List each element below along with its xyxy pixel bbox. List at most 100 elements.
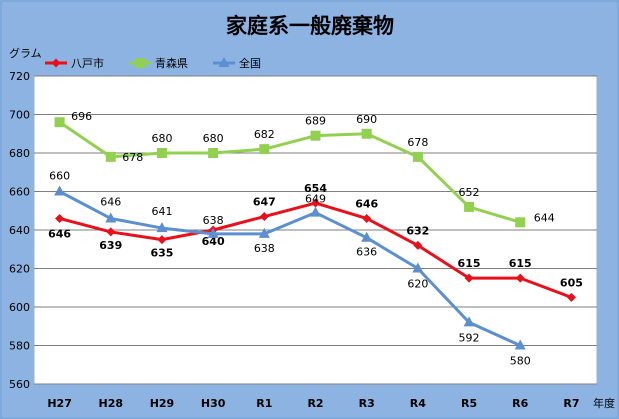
data-label: 632 <box>406 224 429 237</box>
data-label: 678 <box>407 136 428 149</box>
y-axis-unit-label: グラム <box>9 46 42 60</box>
data-label: 605 <box>560 276 583 289</box>
data-point-marker <box>361 231 373 242</box>
y-tick-label: 700 <box>9 109 30 122</box>
x-axis-unit-label: 年度 <box>593 396 615 410</box>
data-label: 682 <box>254 128 275 141</box>
x-tick-label: R7 <box>563 397 579 410</box>
data-point-marker <box>55 213 65 223</box>
data-point-marker <box>361 128 372 139</box>
data-label: 680 <box>203 132 224 145</box>
data-label: 646 <box>355 197 378 210</box>
legend-item: 全国 <box>213 56 261 70</box>
series-line <box>58 190 521 347</box>
data-point-marker <box>156 222 168 233</box>
y-tick-label: 640 <box>9 224 30 237</box>
x-tick-label: H28 <box>99 397 124 410</box>
data-point-marker <box>105 151 116 162</box>
data-point-marker <box>515 273 525 283</box>
x-tick-label: R6 <box>512 397 528 410</box>
data-label: 638 <box>254 242 275 255</box>
legend-label: 青森県 <box>155 56 188 70</box>
data-label: 646 <box>100 195 121 208</box>
data-point-marker <box>218 57 230 67</box>
data-label: 635 <box>150 247 173 260</box>
data-label: 639 <box>99 239 122 252</box>
x-tick-label: R1 <box>256 397 272 410</box>
legend-item: 青森県 <box>129 56 188 70</box>
data-point-marker <box>135 58 145 68</box>
series-青森県: 696 678 680 680 682 689 690 678 652 644 <box>54 110 555 228</box>
gridlines <box>34 75 597 346</box>
data-label: 690 <box>356 113 377 126</box>
y-tick-label: 560 <box>9 378 30 391</box>
data-label: 649 <box>305 193 326 206</box>
data-point-marker <box>464 273 474 283</box>
data-label: 678 <box>122 151 143 164</box>
data-point-marker <box>157 235 167 245</box>
x-tick-label: R3 <box>359 397 375 410</box>
series-八戸市: 646 639 635 640 647 654 646 632 615 615 605 <box>48 182 583 302</box>
x-tick-label: H27 <box>47 397 72 410</box>
x-tick-label: R2 <box>307 397 323 410</box>
y-tick-label: 660 <box>9 186 30 199</box>
data-point-marker <box>54 117 65 128</box>
data-point-marker <box>566 292 576 302</box>
data-point-marker <box>258 227 270 238</box>
data-point-marker <box>156 148 167 158</box>
series-line <box>58 120 521 224</box>
data-point-marker <box>463 316 475 327</box>
data-point-marker <box>413 240 423 250</box>
data-point-marker <box>207 227 219 238</box>
data-label: 640 <box>202 235 225 248</box>
data-label: 652 <box>459 186 480 199</box>
data-point-marker <box>208 148 219 158</box>
data-label: 646 <box>48 227 71 240</box>
data-point-marker <box>514 339 526 350</box>
data-label: 636 <box>356 246 377 259</box>
y-tick-label: 620 <box>9 263 30 276</box>
legend-label: 全国 <box>239 56 261 70</box>
series-group: 646 639 635 640 647 654 646 632 615 615 605 696 678 6… <box>48 110 583 367</box>
y-tick-label: 600 <box>9 301 30 314</box>
data-label: 689 <box>305 115 326 128</box>
y-tick-label: 680 <box>9 147 30 160</box>
x-tick-label: H30 <box>201 397 226 410</box>
data-label: 615 <box>458 257 481 270</box>
data-label: 644 <box>534 211 555 224</box>
data-point-marker <box>412 151 423 162</box>
data-point-marker <box>259 212 269 222</box>
data-point-marker <box>311 198 320 208</box>
x-tick-label: R5 <box>461 397 477 410</box>
data-label: 660 <box>49 170 70 183</box>
data-point-marker <box>515 217 526 228</box>
data-label: 641 <box>151 205 172 218</box>
legend-label: 八戸市 <box>71 56 104 70</box>
series-全国: 660 646 641 638 638 649 636 620 592 580 <box>49 170 531 368</box>
data-label: 592 <box>459 331 480 344</box>
y-tick-label: 720 <box>9 70 30 83</box>
axes: 560 580 600 620 640 660 680 700 720 H27 H28 H29 H30 R… <box>9 70 597 410</box>
data-label: 638 <box>203 214 224 227</box>
data-point-marker <box>464 201 475 212</box>
data-point-marker <box>259 144 270 155</box>
data-label: 620 <box>407 278 428 291</box>
data-point-marker <box>310 130 321 141</box>
data-label: 580 <box>510 355 531 368</box>
data-point-marker <box>310 206 321 217</box>
y-tick-label: 580 <box>9 340 30 353</box>
data-label: 696 <box>71 110 92 123</box>
chart-title: 家庭系一般廃棄物 <box>226 14 394 38</box>
data-label: 654 <box>304 182 327 195</box>
data-point-marker <box>106 227 116 237</box>
data-point-marker <box>54 185 66 196</box>
data-point-marker <box>105 212 117 223</box>
data-label: 615 <box>509 257 532 270</box>
data-point-marker <box>362 213 372 223</box>
legend-item: 八戸市 <box>45 56 104 70</box>
data-label: 647 <box>253 196 276 209</box>
x-tick-label: R4 <box>410 397 426 410</box>
legend: 八戸市 青森県 全国 <box>45 56 261 70</box>
